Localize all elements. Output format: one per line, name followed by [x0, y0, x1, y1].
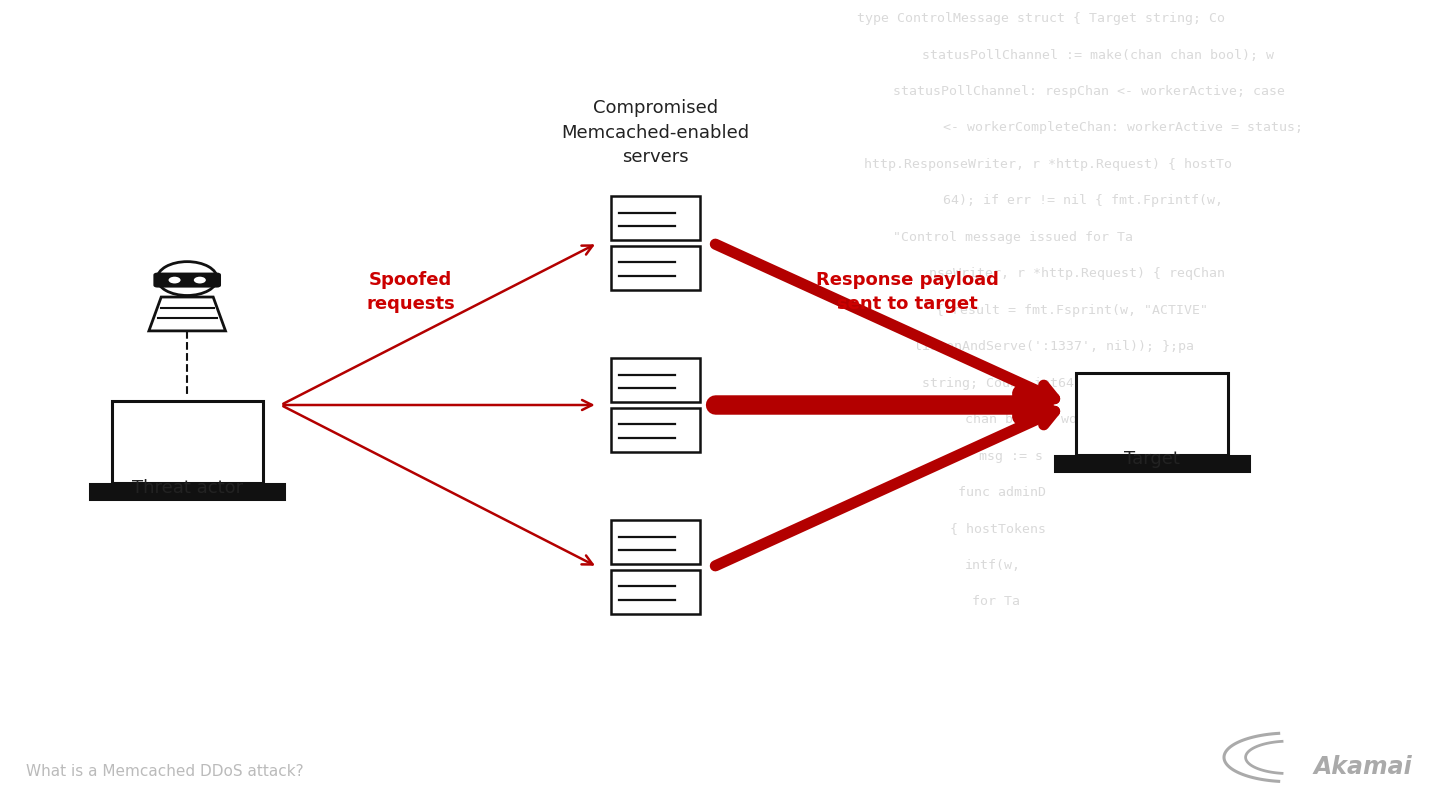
Text: chan bool); workerAct: chan bool); workerAct: [965, 413, 1133, 426]
Text: "Control message issued for Ta: "Control message issued for Ta: [893, 231, 1133, 244]
Text: Response payload
sent to target: Response payload sent to target: [816, 271, 998, 313]
Text: Threat actor: Threat actor: [131, 479, 243, 497]
Text: type ControlMessage struct { Target string; Co: type ControlMessage struct { Target stri…: [857, 12, 1225, 25]
Text: msg := s: msg := s: [979, 450, 1043, 463]
Circle shape: [168, 277, 180, 284]
Circle shape: [194, 277, 206, 284]
Text: { result = fmt.Fsprint(w, "ACTIVE": { result = fmt.Fsprint(w, "ACTIVE": [936, 304, 1208, 317]
FancyBboxPatch shape: [91, 484, 284, 499]
Text: string; Count int64; }; func ma: string; Count int64; }; func ma: [922, 377, 1169, 390]
Text: statusPollChannel: respChan <- workerActive; case: statusPollChannel: respChan <- workerAct…: [893, 85, 1284, 98]
FancyBboxPatch shape: [611, 521, 700, 564]
Text: Compromised
Memcached-enabled
servers: Compromised Memcached-enabled servers: [562, 100, 749, 166]
Text: statusPollChannel := make(chan chan bool); w: statusPollChannel := make(chan chan bool…: [922, 49, 1273, 62]
Text: listenAndServe(':1337', nil)); };pa: listenAndServe(':1337', nil)); };pa: [914, 340, 1194, 353]
Text: nseWriter, r *http.Request) { reqChan: nseWriter, r *http.Request) { reqChan: [929, 267, 1225, 280]
Text: 64); if err != nil { fmt.Fprintf(w,: 64); if err != nil { fmt.Fprintf(w,: [943, 194, 1223, 207]
Text: http.ResponseWriter, r *http.Request) { hostTo: http.ResponseWriter, r *http.Request) { …: [864, 158, 1233, 171]
FancyBboxPatch shape: [611, 197, 700, 241]
Text: { hostTokens: { hostTokens: [950, 522, 1047, 535]
Text: for Ta: for Ta: [972, 595, 1020, 608]
FancyBboxPatch shape: [154, 273, 220, 288]
Text: Akamai: Akamai: [1313, 755, 1413, 779]
FancyBboxPatch shape: [611, 246, 700, 290]
Text: What is a Memcached DDoS attack?: What is a Memcached DDoS attack?: [26, 764, 304, 779]
FancyBboxPatch shape: [112, 402, 264, 483]
Text: intf(w,: intf(w,: [965, 559, 1021, 572]
FancyBboxPatch shape: [1056, 456, 1248, 471]
FancyBboxPatch shape: [611, 408, 700, 452]
Text: Spoofed
requests: Spoofed requests: [366, 271, 455, 313]
Polygon shape: [148, 297, 226, 330]
FancyBboxPatch shape: [611, 570, 700, 614]
FancyBboxPatch shape: [1077, 373, 1228, 454]
FancyBboxPatch shape: [611, 358, 700, 403]
Text: <- workerCompleteChan: workerActive = status;: <- workerCompleteChan: workerActive = st…: [943, 122, 1303, 134]
Text: Target: Target: [1125, 450, 1179, 468]
Text: func adminD: func adminD: [958, 486, 1045, 499]
Circle shape: [157, 262, 217, 296]
